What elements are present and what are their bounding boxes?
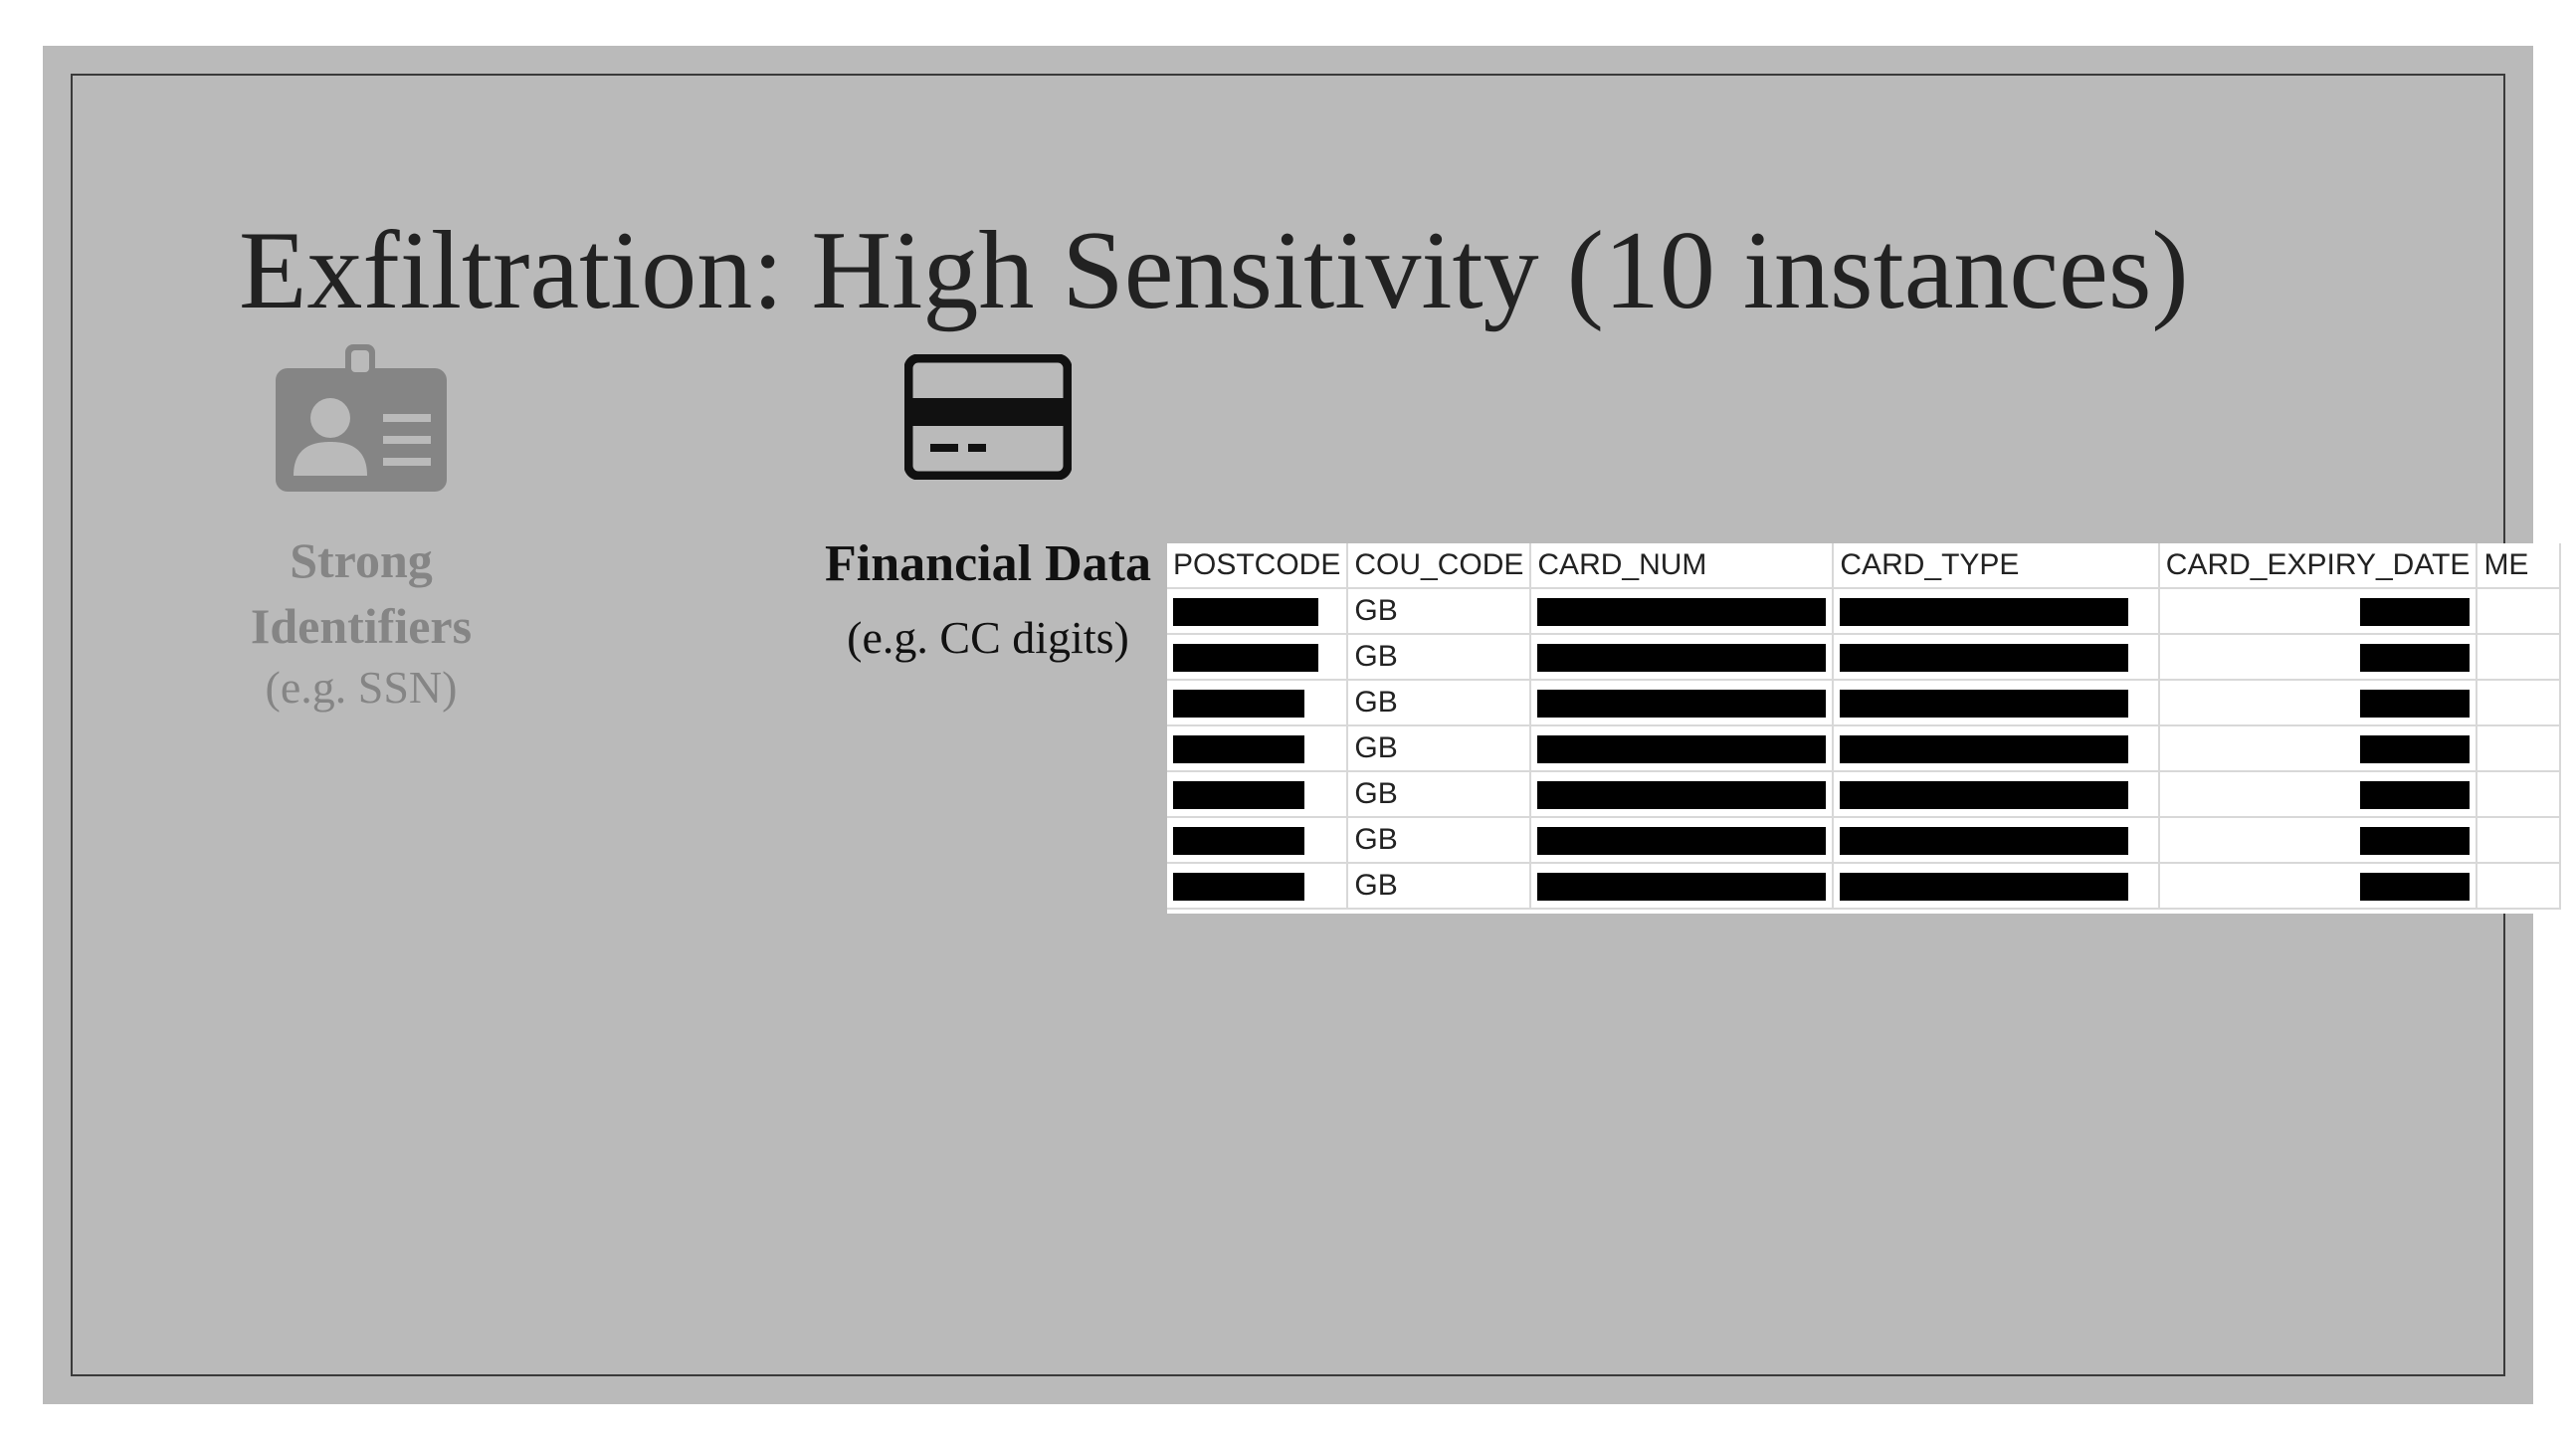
credit-card-icon	[904, 354, 1072, 480]
card-type-cell	[1833, 588, 2160, 635]
card-data-table: POSTCODE COU_CODE CARD_NUM CARD_TYPE CAR…	[1167, 543, 2561, 914]
me-cell	[2477, 634, 2561, 681]
table-row: GB	[1167, 634, 2561, 681]
card-num-cell	[1530, 725, 1835, 772]
redaction-bar	[1173, 827, 1304, 856]
me-cell	[2477, 725, 2561, 772]
financial-data-heading: Financial Data	[825, 535, 1151, 592]
redaction-bar	[1537, 598, 1827, 627]
cou-code-cell: GB	[1347, 817, 1532, 864]
card-expiry-cell	[2158, 634, 2478, 681]
redaction-bar	[2360, 690, 2471, 719]
redaction-bar	[1840, 644, 2129, 673]
redaction-bar	[1173, 644, 1318, 673]
slide: Exfiltration: High Sensitivity (10 insta…	[43, 46, 2561, 1404]
cou-code-cell: GB	[1347, 863, 1532, 910]
card-num-cell	[1530, 588, 1835, 635]
id-badge-icon	[276, 344, 447, 492]
redaction-bar	[2360, 644, 2471, 673]
card-type-cell	[1833, 680, 2160, 726]
postcode-cell	[1167, 771, 1349, 818]
postcode-cell	[1167, 588, 1349, 635]
cou-code-cell: GB	[1347, 588, 1532, 635]
cou-code-cell: GB	[1347, 680, 1532, 726]
postcode-cell	[1167, 725, 1349, 772]
redaction-bar	[1173, 598, 1318, 627]
strong-identifiers-example: (e.g. SSN)	[265, 662, 458, 713]
postcode-cell	[1167, 817, 1349, 864]
table-row: GB	[1167, 680, 2561, 726]
card-type-cell	[1833, 634, 2160, 681]
redaction-bar	[1537, 827, 1827, 856]
me-cell	[2477, 680, 2561, 726]
card-num-cell	[1530, 817, 1835, 864]
redaction-bar	[1840, 598, 2129, 627]
cou-code-cell: GB	[1347, 634, 1532, 681]
redaction-bar	[2360, 598, 2471, 627]
column-header-cou-code: COU_CODE	[1347, 543, 1532, 589]
column-header-card-num: CARD_NUM	[1530, 543, 1835, 589]
redaction-bar	[1840, 873, 2129, 902]
card-type-cell	[1833, 725, 2160, 772]
strong-identifiers-heading: Strong Identifiers	[222, 527, 500, 659]
cou-code-cell: GB	[1347, 725, 1532, 772]
postcode-cell	[1167, 680, 1349, 726]
me-cell	[2477, 771, 2561, 818]
card-num-cell	[1530, 863, 1835, 910]
card-num-cell	[1530, 680, 1835, 726]
redaction-bar	[1173, 690, 1304, 719]
card-expiry-cell	[2158, 725, 2478, 772]
column-header-card-type: CARD_TYPE	[1833, 543, 2160, 589]
table-header-row: POSTCODE COU_CODE CARD_NUM CARD_TYPE CAR…	[1167, 543, 2561, 589]
postcode-cell	[1167, 863, 1349, 910]
table-row: GB	[1167, 588, 2561, 635]
me-cell	[2477, 863, 2561, 910]
redaction-bar	[1537, 735, 1827, 764]
me-cell	[2477, 817, 2561, 864]
redaction-bar	[1537, 781, 1827, 810]
redaction-bar	[2360, 781, 2471, 810]
column-header-postcode: POSTCODE	[1167, 543, 1349, 589]
slide-title: Exfiltration: High Sensitivity (10 insta…	[239, 209, 2189, 332]
card-expiry-cell	[2158, 863, 2478, 910]
redaction-bar	[1537, 644, 1827, 673]
strong-identifiers-heading-line2: Identifiers	[250, 598, 473, 654]
financial-data-block: Financial Data (e.g. CC digits)	[799, 354, 1177, 669]
table-row: GB	[1167, 863, 2561, 910]
card-type-cell	[1833, 817, 2160, 864]
column-header-me: ME	[2477, 543, 2561, 589]
table-row: GB	[1167, 725, 2561, 772]
redaction-bar	[2360, 873, 2471, 902]
redaction-bar	[1840, 690, 2129, 719]
me-cell	[2477, 588, 2561, 635]
table-row: GB	[1167, 771, 2561, 818]
redaction-bar	[1840, 735, 2129, 764]
strong-identifiers-block: Strong Identifiers (e.g. SSN)	[222, 344, 500, 717]
card-num-cell	[1530, 634, 1835, 681]
card-expiry-cell	[2158, 680, 2478, 726]
redaction-bar	[1173, 781, 1304, 810]
redaction-bar	[1840, 781, 2129, 810]
card-type-cell	[1833, 771, 2160, 818]
redaction-bar	[1537, 873, 1827, 902]
postcode-cell	[1167, 634, 1349, 681]
redaction-bar	[2360, 735, 2471, 764]
card-num-cell	[1530, 771, 1835, 818]
redaction-bar	[2360, 827, 2471, 856]
card-expiry-cell	[2158, 588, 2478, 635]
column-header-card-expiry-date: CARD_EXPIRY_DATE	[2158, 543, 2478, 589]
redaction-bar	[1840, 827, 2129, 856]
redaction-bar	[1537, 690, 1827, 719]
cou-code-cell: GB	[1347, 771, 1532, 818]
table-row: GB	[1167, 817, 2561, 864]
card-data-grid: POSTCODE COU_CODE CARD_NUM CARD_TYPE CAR…	[1167, 543, 2561, 910]
strong-identifiers-heading-line1: Strong	[290, 532, 433, 588]
redaction-bar	[1173, 873, 1304, 902]
card-expiry-cell	[2158, 817, 2478, 864]
redaction-bar	[1173, 735, 1304, 764]
card-type-cell	[1833, 863, 2160, 910]
financial-data-example: (e.g. CC digits)	[847, 612, 1129, 663]
card-expiry-cell	[2158, 771, 2478, 818]
